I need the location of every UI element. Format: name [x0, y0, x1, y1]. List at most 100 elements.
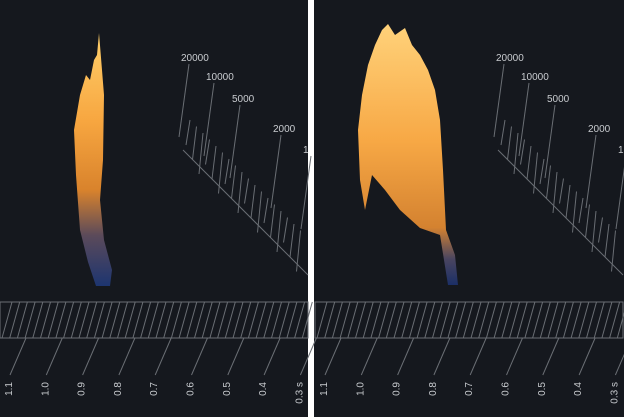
- time-label: 1.0: [355, 382, 366, 396]
- floor-hatch: [40, 301, 51, 339]
- frequency-label: 5000: [232, 94, 255, 105]
- floor-hatch: [232, 301, 244, 339]
- floor-hatch: [401, 301, 413, 339]
- floor-hatch: [271, 301, 282, 339]
- time-tick: [82, 337, 100, 376]
- floor-hatch: [416, 301, 428, 339]
- floor-hatch: [570, 301, 582, 339]
- floor-hatch: [593, 301, 605, 339]
- frequency-label: 1: [303, 145, 309, 156]
- freq-grid: [572, 191, 577, 233]
- freq-grid: [507, 126, 512, 160]
- freq-tick: [229, 104, 241, 179]
- floor-hatch: [493, 301, 505, 339]
- time-label: 1.1: [4, 382, 15, 396]
- floor-hatch: [163, 301, 175, 339]
- floor-hatch: [439, 301, 451, 339]
- time-tick: [578, 337, 596, 376]
- freq-grid: [526, 145, 532, 180]
- floor-hatch: [194, 301, 205, 339]
- floor-hatch: [201, 301, 213, 339]
- frequency-label: 10000: [521, 72, 549, 83]
- freq-grid: [578, 197, 584, 224]
- freq-tick: [493, 63, 505, 138]
- floor-hatch: [432, 301, 443, 339]
- freq-grid: [539, 158, 545, 185]
- freq-tick: [585, 134, 597, 209]
- freq-grid: [598, 217, 603, 243]
- freq-grid: [224, 158, 230, 185]
- freq-grid: [565, 184, 571, 219]
- floor-hatch: [178, 301, 190, 339]
- time-label: 0.8: [113, 382, 124, 396]
- axis-line: [497, 149, 624, 276]
- floor-hatch: [478, 301, 490, 339]
- floor-hatch: [47, 301, 59, 339]
- time-label: 0.6: [186, 382, 197, 396]
- floor-hatch: [555, 301, 567, 339]
- floor-hatch: [447, 301, 459, 339]
- floor-hatch: [16, 301, 28, 339]
- floor-hatch: [9, 301, 21, 339]
- floor-hatch: [109, 301, 121, 339]
- frequency-label: 20000: [496, 53, 524, 64]
- surface: [74, 33, 112, 286]
- time-tick: [397, 337, 415, 376]
- floor-hatch: [186, 301, 198, 339]
- freq-grid: [192, 126, 197, 160]
- time-tick: [45, 337, 63, 376]
- floor-hatch: [155, 301, 167, 339]
- floor-hatch: [224, 301, 236, 339]
- floor-hatch: [101, 301, 113, 339]
- floor-hatch: [217, 301, 229, 339]
- freq-tick: [270, 134, 282, 209]
- time-label: 0.7: [149, 382, 160, 396]
- floor-hatch: [378, 301, 390, 339]
- freq-grid: [244, 178, 249, 204]
- floor-hatch: [470, 301, 482, 339]
- time-tick: [469, 337, 487, 376]
- floor-hatch: [1, 301, 13, 339]
- frequency-label: 1: [618, 145, 624, 156]
- freq-tick: [544, 104, 556, 179]
- time-tick: [506, 337, 523, 376]
- freq-grid: [513, 132, 519, 175]
- time-label: 1.0: [40, 382, 51, 396]
- floor-hatch: [609, 301, 621, 339]
- time-tick: [9, 337, 27, 376]
- floor-hatch: [547, 301, 559, 339]
- floor-hatch: [140, 301, 152, 339]
- freq-grid: [559, 178, 564, 204]
- freq-grid: [205, 139, 210, 165]
- freq-grid: [591, 210, 597, 253]
- floor-hatch: [578, 301, 590, 339]
- time-label: 0.8: [428, 382, 439, 396]
- floor-hatch: [362, 301, 374, 339]
- floor-hatch: [393, 301, 405, 339]
- freq-grid: [250, 184, 256, 219]
- time-tick: [324, 337, 342, 376]
- freq-grid: [198, 132, 204, 175]
- left-panel: [0, 0, 308, 417]
- floor-hatch: [408, 301, 420, 339]
- floor-hatch: [24, 301, 36, 339]
- freq-tick: [615, 166, 624, 230]
- frequency-label: 10000: [206, 72, 234, 83]
- time-tick: [263, 337, 281, 376]
- freq-grid: [270, 204, 275, 238]
- time-label: 1.1: [319, 382, 330, 396]
- freq-tick: [518, 82, 530, 157]
- floor-hatch: [532, 301, 544, 339]
- freq-tick: [300, 155, 312, 230]
- floor-hatch: [124, 301, 136, 339]
- time-label: 0.4: [573, 382, 584, 396]
- floor-hatch: [524, 301, 536, 339]
- freq-grid: [237, 171, 243, 214]
- freq-grid: [296, 230, 301, 272]
- floor-hatch: [294, 301, 306, 339]
- freq-grid: [585, 204, 590, 238]
- freq-grid: [604, 223, 610, 258]
- floor-hatch: [385, 301, 397, 339]
- floor-hatch: [562, 301, 574, 339]
